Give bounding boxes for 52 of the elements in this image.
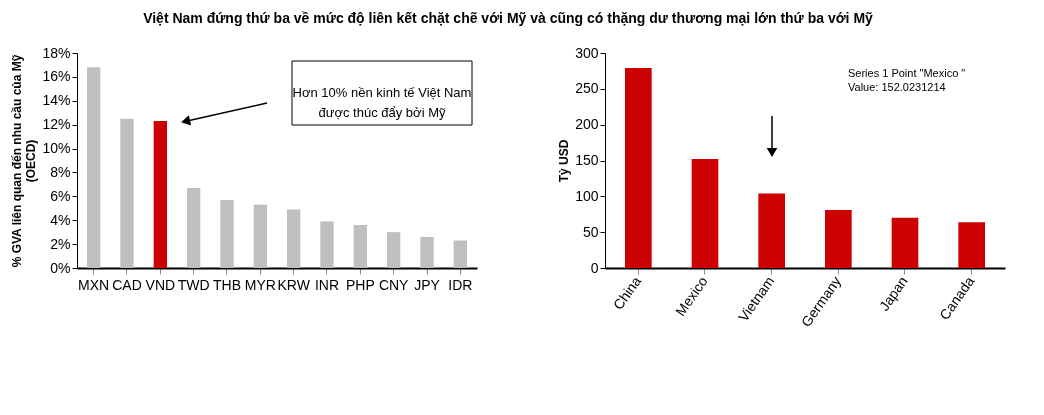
x-tick-label: VND [145, 276, 176, 293]
bar [691, 159, 719, 268]
y-tick-label: 16% [42, 68, 71, 85]
x-tick-label: JPY [414, 276, 441, 293]
bar [453, 240, 467, 268]
x-tick-label: KRW [277, 276, 311, 293]
bar [120, 118, 134, 268]
y-tick-label: 12% [42, 116, 71, 133]
x-tick-label: MXN [78, 276, 110, 293]
y-tick-label: 300 [575, 44, 599, 61]
bar [153, 121, 167, 268]
bar [891, 217, 919, 268]
x-tick-label: PHP [345, 276, 375, 293]
y-tick-label: 100 [575, 187, 599, 204]
x-tick-label: THB [213, 276, 241, 293]
bar [758, 193, 785, 268]
bar [353, 225, 367, 268]
x-tick-label: IDR [448, 276, 473, 293]
x-tick-label: CNY [378, 276, 410, 293]
y-tick-label: 50 [582, 223, 599, 240]
annotation: Series 1 Point "Mexico " Value: 152.0231214 [848, 67, 966, 93]
x-tick-label: CAD [112, 276, 142, 293]
y-tick-label: 2% [50, 235, 71, 252]
y-tick-label: 0 [590, 259, 599, 276]
bar [420, 236, 434, 268]
text: Việt Nam đứng thứ ba về mức độ liên kết chặt chẽ với Mỹ và cũng có thặng dư thương mại lớn thứ ba với Mỹ [143, 10, 874, 26]
bar [187, 187, 201, 268]
y-tick-label: 4% [50, 211, 71, 228]
bar [825, 209, 852, 268]
bar [253, 204, 267, 268]
bar [320, 221, 334, 268]
bar [220, 199, 234, 268]
bar [387, 232, 401, 268]
y-tick-label: 14% [42, 92, 71, 109]
y-axis-title: Tỷ USD [557, 139, 572, 183]
bar [87, 67, 101, 268]
y-tick-label: 6% [50, 187, 71, 204]
y-tick-label: 150 [575, 152, 599, 168]
y-tick-label: 200 [575, 116, 599, 133]
bar [625, 68, 652, 268]
y-tick-label: 8% [50, 163, 71, 180]
y-tick-label: 250 [575, 80, 599, 97]
x-tick-label: TWD [177, 276, 210, 293]
y-tick-label: 18% [42, 44, 71, 61]
x-tick-label: MYR [244, 276, 276, 293]
y-tick-label: 10% [42, 140, 71, 157]
annotation: Hơn 10% nền kinh tế Việt Nam được thúc đẩy bởi Mỹ [292, 85, 472, 120]
bar [287, 209, 301, 268]
y-axis-title: % GVA liên quan đến nhu cầu của Mỹ (OECD) [10, 54, 39, 268]
x-tick-label: INR [314, 276, 340, 293]
bar [958, 222, 985, 268]
y-tick-label: 0% [50, 259, 71, 276]
